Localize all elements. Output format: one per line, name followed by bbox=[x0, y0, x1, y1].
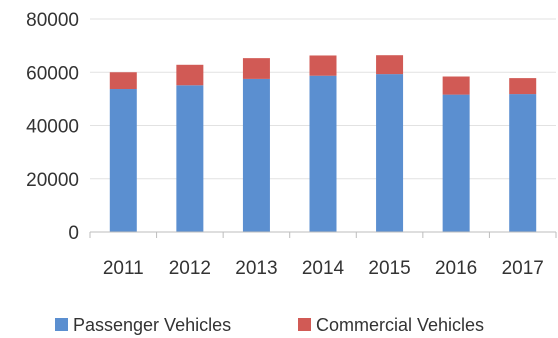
bar-passenger-2016 bbox=[442, 94, 470, 233]
legend-swatch bbox=[55, 318, 68, 331]
x-axis bbox=[89, 231, 557, 238]
x-tick-label: 2016 bbox=[435, 258, 477, 279]
bar-passenger-2011 bbox=[109, 89, 137, 233]
y-axis-tick-labels: 0 20000 40000 60000 80000 bbox=[26, 10, 79, 244]
bar-passenger-2013 bbox=[242, 78, 270, 232]
x-tick-label: 2011 bbox=[103, 258, 144, 279]
legend: Passenger Vehicles Commercial Vehicles bbox=[55, 315, 484, 335]
bar-commercial-2014 bbox=[309, 55, 337, 76]
x-tick-label: 2012 bbox=[169, 258, 211, 279]
bar-passenger-2012 bbox=[176, 85, 204, 232]
bar-commercial-2011 bbox=[109, 72, 137, 90]
x-tick-label: 2014 bbox=[302, 258, 345, 279]
bar-passenger-2017 bbox=[509, 94, 537, 232]
y-tick-label: 60000 bbox=[26, 63, 79, 84]
bar-commercial-2017 bbox=[509, 78, 537, 95]
y-tick-label: 0 bbox=[68, 223, 79, 244]
bar-commercial-2015 bbox=[376, 55, 404, 75]
y-tick-label: 80000 bbox=[26, 10, 79, 31]
bar-commercial-2013 bbox=[242, 58, 270, 79]
bar-passenger-2014 bbox=[309, 75, 337, 233]
legend-label: Passenger Vehicles bbox=[73, 315, 231, 335]
x-tick-label: 2015 bbox=[368, 258, 410, 279]
bar-commercial-2012 bbox=[176, 64, 204, 86]
legend-swatch bbox=[298, 318, 311, 331]
bar-commercial-2016 bbox=[442, 76, 470, 95]
bar-passenger-2015 bbox=[376, 74, 404, 232]
bars bbox=[109, 55, 537, 233]
x-axis-tick-labels: 2011 2012 2013 2014 2015 2016 2017 bbox=[103, 258, 544, 279]
y-tick-label: 40000 bbox=[26, 117, 79, 138]
x-tick-label: 2017 bbox=[502, 258, 544, 279]
x-tick-label: 2013 bbox=[235, 258, 277, 279]
y-tick-label: 20000 bbox=[26, 170, 79, 191]
legend-label: Commercial Vehicles bbox=[316, 315, 484, 335]
